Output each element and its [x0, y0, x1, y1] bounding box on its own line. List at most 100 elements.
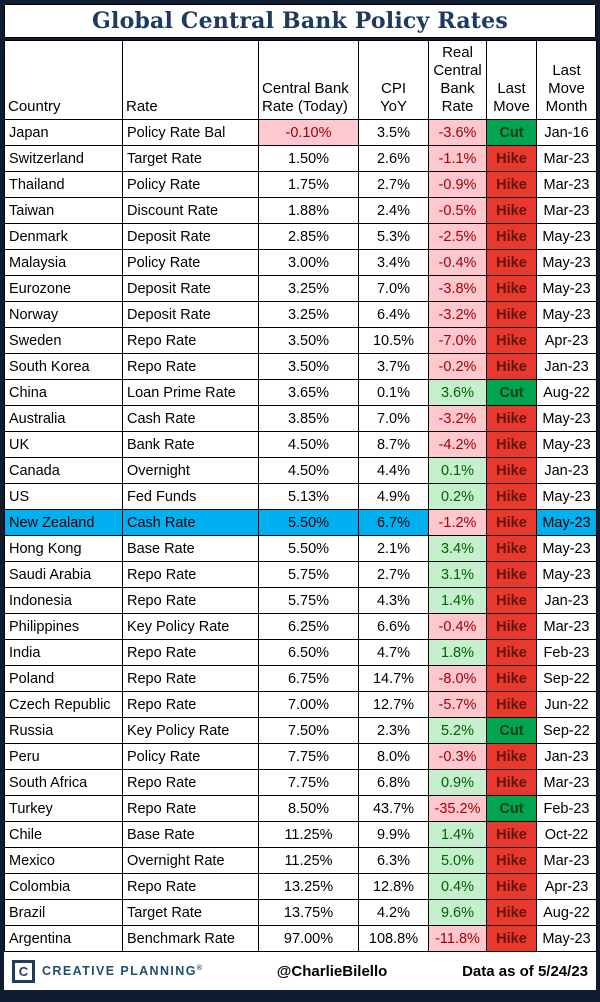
cell-rate: Repo Rate — [122, 353, 259, 380]
cell-last-move: Hike — [486, 847, 537, 874]
cell-country: Turkey — [4, 795, 123, 822]
cell-cpi-yoy: 2.7% — [358, 561, 429, 588]
cell-country: China — [4, 379, 123, 406]
cell-rate: Benchmark Rate — [122, 925, 259, 952]
cell-cpi-yoy: 2.1% — [358, 535, 429, 562]
cell-country: Colombia — [4, 873, 123, 900]
cell-country: UK — [4, 431, 123, 458]
cell-rate: Target Rate — [122, 899, 259, 926]
cell-last-move: Hike — [486, 691, 537, 718]
cell-real-rate: 1.4% — [428, 587, 487, 614]
table-row: Norway Deposit Rate 3.25% 6.4% -3.2% Hike May-… — [4, 301, 597, 328]
cell-real-rate: -0.5% — [428, 197, 487, 224]
cell-last-move-month: Aug-22 — [536, 899, 597, 926]
cell-rate: Policy Rate — [122, 743, 259, 770]
cell-real-rate: 0.9% — [428, 769, 487, 796]
cell-cpi-yoy: 2.3% — [358, 717, 429, 744]
cell-rate: Policy Rate — [122, 171, 259, 198]
cell-last-move: Hike — [486, 613, 537, 640]
data-as-of: Data as of 5/24/23 — [462, 962, 588, 980]
cell-last-move-month: Mar-23 — [536, 769, 597, 796]
cell-rate: Cash Rate — [122, 405, 259, 432]
cell-last-move-month: May-23 — [536, 431, 597, 458]
cell-central-bank-rate: 1.88% — [258, 197, 359, 224]
table-header: Country Rate Central Bank Rate (Today) C… — [4, 40, 597, 120]
cell-rate: Discount Rate — [122, 197, 259, 224]
cell-real-rate: 0.4% — [428, 873, 487, 900]
cell-real-rate: -1.1% — [428, 145, 487, 172]
col-header-country: Country — [4, 40, 123, 120]
cell-rate: Target Rate — [122, 145, 259, 172]
cell-rate: Repo Rate — [122, 769, 259, 796]
cell-last-move-month: May-23 — [536, 301, 597, 328]
cell-last-move: Hike — [486, 535, 537, 562]
cell-cpi-yoy: 6.7% — [358, 509, 429, 536]
cell-cpi-yoy: 2.6% — [358, 145, 429, 172]
cell-rate: Base Rate — [122, 821, 259, 848]
cell-last-move-month: Jun-22 — [536, 691, 597, 718]
cell-real-rate: -11.8% — [428, 925, 487, 952]
cell-last-move-month: Sep-22 — [536, 665, 597, 692]
cell-real-rate: -7.0% — [428, 327, 487, 354]
cell-real-rate: -5.7% — [428, 691, 487, 718]
cell-central-bank-rate: 7.00% — [258, 691, 359, 718]
twitter-handle: @CharlieBilello — [276, 962, 388, 980]
cell-last-move-month: May-23 — [536, 483, 597, 510]
cell-country: New Zealand — [4, 509, 123, 536]
cell-rate: Repo Rate — [122, 327, 259, 354]
cell-cpi-yoy: 7.0% — [358, 405, 429, 432]
cell-last-move: Hike — [486, 483, 537, 510]
cell-real-rate: -3.2% — [428, 405, 487, 432]
cell-last-move: Hike — [486, 431, 537, 458]
cell-last-move-month: May-23 — [536, 275, 597, 302]
table-row: Sweden Repo Rate 3.50% 10.5% -7.0% Hike Apr-23 — [4, 327, 597, 354]
cell-cpi-yoy: 10.5% — [358, 327, 429, 354]
cell-last-move-month: Mar-23 — [536, 145, 597, 172]
cell-cpi-yoy: 12.7% — [358, 691, 429, 718]
cell-last-move: Hike — [486, 275, 537, 302]
cell-last-move: Hike — [486, 197, 537, 224]
cell-central-bank-rate: 7.75% — [258, 769, 359, 796]
cell-last-move: Hike — [486, 223, 537, 250]
cell-last-move-month: Aug-22 — [536, 379, 597, 406]
cell-country: Eurozone — [4, 275, 123, 302]
cell-central-bank-rate: 5.13% — [258, 483, 359, 510]
cell-rate: Deposit Rate — [122, 223, 259, 250]
cell-rate: Bank Rate — [122, 431, 259, 458]
cell-rate: Deposit Rate — [122, 275, 259, 302]
cell-cpi-yoy: 4.9% — [358, 483, 429, 510]
cell-cpi-yoy: 6.6% — [358, 613, 429, 640]
cell-country: Switzerland — [4, 145, 123, 172]
cell-country: Japan — [4, 119, 123, 146]
cell-central-bank-rate: 5.50% — [258, 509, 359, 536]
cell-last-move: Hike — [486, 145, 537, 172]
cell-central-bank-rate: 1.50% — [258, 145, 359, 172]
cell-rate: Key Policy Rate — [122, 717, 259, 744]
cell-real-rate: -0.4% — [428, 249, 487, 276]
cell-last-move-month: May-23 — [536, 249, 597, 276]
cell-country: Sweden — [4, 327, 123, 354]
table-row: Chile Base Rate 11.25% 9.9% 1.4% Hike Oct-22 — [4, 821, 597, 848]
cell-last-move: Cut — [486, 795, 537, 822]
cell-last-move: Hike — [486, 873, 537, 900]
cell-last-move: Cut — [486, 119, 537, 146]
cell-country: Canada — [4, 457, 123, 484]
cell-last-move-month: Jan-23 — [536, 743, 597, 770]
cell-real-rate: -0.4% — [428, 613, 487, 640]
cell-last-move: Cut — [486, 717, 537, 744]
cell-central-bank-rate: 4.50% — [258, 457, 359, 484]
cell-country: Poland — [4, 665, 123, 692]
table-row: New Zealand Cash Rate 5.50% 6.7% -1.2% Hike Ma… — [4, 509, 597, 536]
cell-last-move-month: Mar-23 — [536, 847, 597, 874]
table-row: China Loan Prime Rate 3.65% 0.1% 3.6% Cut Aug-… — [4, 379, 597, 406]
cell-rate: Repo Rate — [122, 691, 259, 718]
cell-country: Hong Kong — [4, 535, 123, 562]
cell-last-move-month: Apr-23 — [536, 327, 597, 354]
cell-last-move: Hike — [486, 327, 537, 354]
cell-central-bank-rate: 3.00% — [258, 249, 359, 276]
cell-last-move-month: May-23 — [536, 223, 597, 250]
footer: C CREATIVE PLANNING® @CharlieBilello Dat… — [4, 952, 596, 990]
cell-central-bank-rate: 8.50% — [258, 795, 359, 822]
cell-country: Norway — [4, 301, 123, 328]
cell-last-move: Hike — [486, 301, 537, 328]
